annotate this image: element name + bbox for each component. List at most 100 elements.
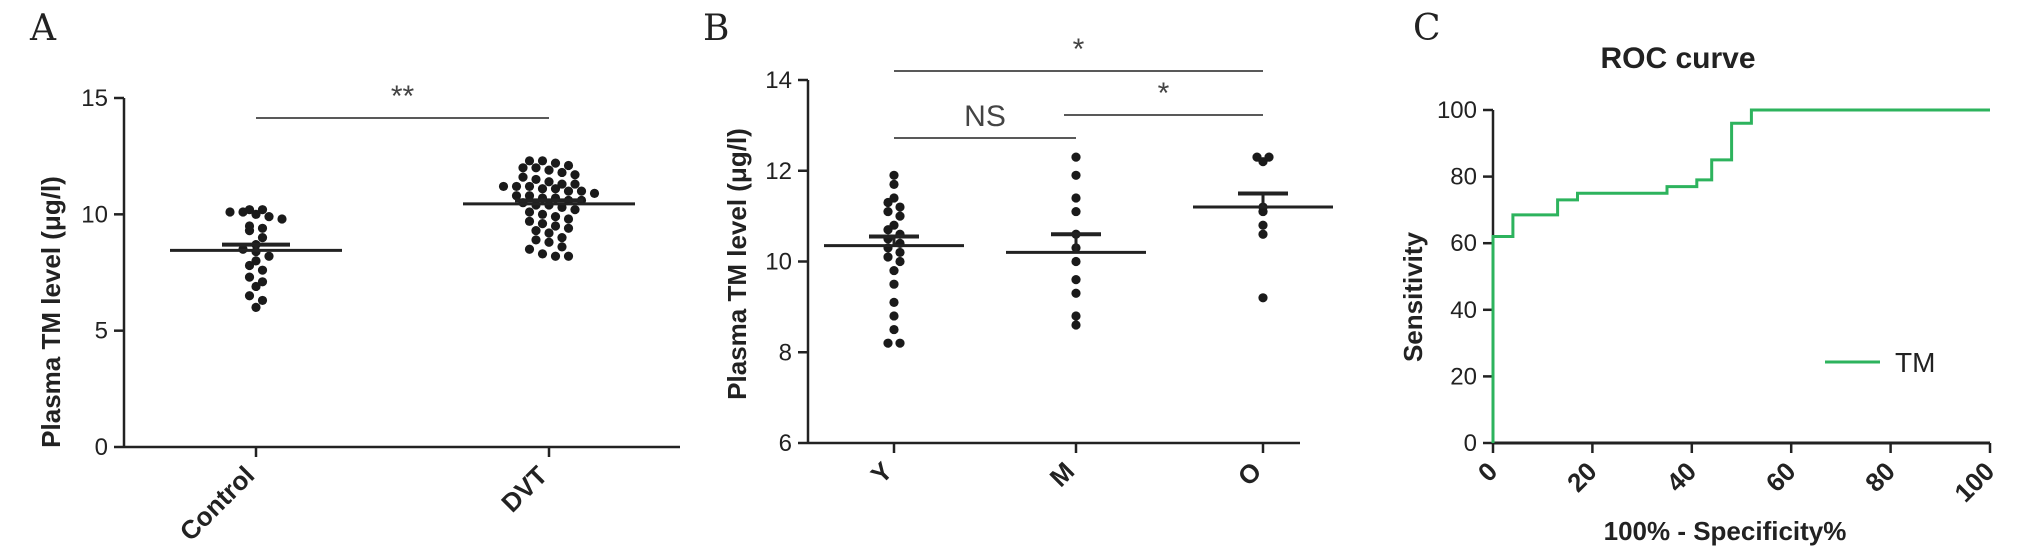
data-point [570,205,580,215]
y-tick-label: 20 [1450,363,1477,390]
data-point [257,295,268,306]
y-tick-label: 80 [1450,164,1477,191]
category-label: O [1232,456,1268,492]
data-point [557,233,567,243]
y-tick-label: 10 [81,201,108,228]
data-point [1071,256,1081,267]
y-tick-label: 60 [1450,230,1477,257]
data-point [889,324,899,335]
y-tick-label: 8 [779,339,792,366]
data-point [238,207,248,217]
data-point [550,221,561,231]
data-point [1258,206,1268,217]
y-tick-label: 15 [81,85,108,112]
data-point [889,170,899,180]
data-point [895,202,905,212]
category-label: Control [174,460,261,547]
data-point [524,244,535,254]
data-point [1071,275,1081,285]
data-point [524,156,535,166]
data-point [570,179,580,189]
legend: TM [1825,347,1935,378]
data-point [1071,311,1081,321]
data-point [544,237,554,247]
roc-line-tm [1491,108,1990,443]
data-point [1071,320,1081,330]
significance-label: * [1073,33,1085,66]
data-point [570,170,580,180]
x-axis-label: 100% - Specificity% [1604,516,1847,546]
y-tick-label: 6 [779,430,792,457]
data-point [511,181,522,192]
data-point [257,223,268,233]
data-point [550,184,561,194]
data-point [524,191,535,201]
x-tick-label: 20 [1561,456,1603,498]
axes: 0 5 10 15 Control DVT [81,85,680,547]
data-point [589,188,600,198]
data-point [550,212,561,222]
data-point [244,272,255,282]
x-tick-label: 60 [1760,456,1802,498]
data-point [883,338,893,348]
significance-label: ** [391,80,415,113]
data-point [889,311,899,321]
data-point [498,181,509,192]
data-point [531,235,541,245]
data-point [244,226,255,236]
y-tick-label: 10 [765,249,792,276]
data-point [531,226,541,236]
data-point [1071,288,1081,298]
data-point [244,291,255,301]
data-point [563,223,574,233]
data-point [889,265,899,276]
data-point [889,297,899,307]
data-point [563,214,574,224]
y-tick-label: 0 [95,434,108,461]
data-marks [1491,108,1990,445]
data-point [537,209,548,219]
axes: 6 8 10 12 14 Y M O [765,67,1300,493]
data-point [883,197,893,208]
data-marks: ** [170,80,635,312]
x-tick-label: 80 [1859,456,1901,498]
data-point [537,249,548,259]
data-point [563,160,574,171]
data-point [257,277,268,287]
category-label: Y [865,456,898,489]
y-tick-label: 0 [1464,430,1477,457]
data-point [518,172,528,182]
data-point [251,302,261,312]
data-point [524,181,535,192]
y-tick-label: 5 [95,318,108,345]
data-point [557,242,567,252]
data-point [576,186,587,196]
y-tick-label: 14 [765,67,792,94]
data-point [251,256,261,266]
panel-b: B Plasma TM level (μg/l) 6 8 10 12 14 Y M O * NS… [703,8,1333,493]
data-point [563,251,574,261]
data-point [895,247,905,258]
data-point [883,225,893,235]
data-point [277,214,287,224]
panel-c: C ROC curve Sensitivity 100% - Specifici… [1398,8,2000,546]
data-point [550,251,561,261]
x-tick-label: 100 [1948,456,2000,508]
data-point [1258,229,1268,239]
data-point [1258,293,1268,303]
data-point [889,179,899,189]
data-point [895,211,905,221]
y-tick-label: 12 [765,158,792,185]
data-point [264,212,274,222]
data-point [895,338,905,348]
y-axis-label: Plasma TM level (μg/l) [36,176,66,448]
data-point [1071,152,1081,162]
data-point [1071,206,1081,217]
data-point [544,177,554,187]
data-point [883,252,893,262]
data-point [544,165,554,175]
data-point [225,207,235,217]
data-point [511,191,522,201]
data-point [1071,170,1081,180]
